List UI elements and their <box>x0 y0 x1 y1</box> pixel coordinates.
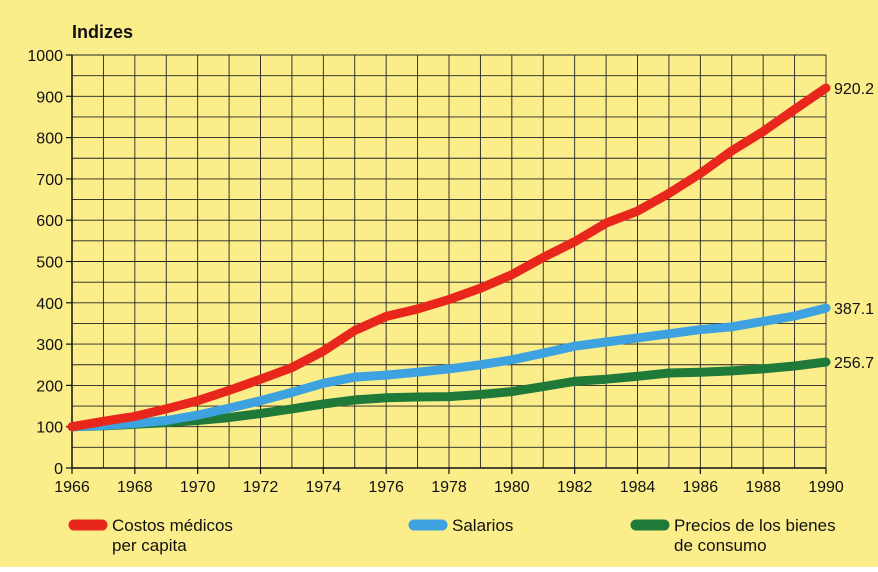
x-tick-label: 1980 <box>494 479 530 496</box>
end-label-0: 920.2 <box>834 81 874 98</box>
end-label-1: 387.1 <box>834 301 874 318</box>
x-tick-label: 1970 <box>180 479 216 496</box>
end-labels: 920.2 387.1 256.7 <box>834 81 874 372</box>
series-line-1 <box>67 303 831 432</box>
y-tick-label: 500 <box>36 255 63 272</box>
y-tick-label: 200 <box>36 378 63 395</box>
y-tick-label: 800 <box>36 131 63 148</box>
x-tick-label: 1968 <box>117 479 153 496</box>
y-axis-ticks: 0 100 200 300 400 500 600 700 800 900 1000 <box>27 48 72 478</box>
series-lines <box>67 83 831 432</box>
y-tick-label: 100 <box>36 420 63 437</box>
legend-label-1: Salarios <box>452 516 513 535</box>
end-label-2: 256.7 <box>834 355 874 372</box>
x-tick-label: 1988 <box>745 479 781 496</box>
legend-label-2: de consumo <box>674 536 767 555</box>
legend-label-0: per capita <box>112 536 187 555</box>
y-tick-label: 600 <box>36 213 63 230</box>
x-tick-label: 1986 <box>683 479 719 496</box>
x-tick-label: 1982 <box>557 479 593 496</box>
legend-label-0: Costos médicos <box>112 516 233 535</box>
series-line-2 <box>67 357 831 432</box>
x-tick-label: 1976 <box>368 479 404 496</box>
x-tick-label: 1978 <box>431 479 467 496</box>
series-line-0 <box>67 83 831 432</box>
x-tick-label: 1990 <box>808 479 844 496</box>
x-tick-label: 1974 <box>306 479 342 496</box>
y-tick-label: 0 <box>54 461 63 478</box>
y-tick-label: 700 <box>36 172 63 189</box>
y-tick-label: 300 <box>36 337 63 354</box>
x-tick-label: 1972 <box>243 479 279 496</box>
x-tick-label: 1984 <box>620 479 656 496</box>
x-axis-ticks: 1966 1968 1970 1972 1974 1976 1978 1980 1982 1984… <box>54 468 844 496</box>
y-tick-label: 900 <box>36 89 63 106</box>
y-tick-label: 400 <box>36 296 63 313</box>
chart-title: Indizes <box>72 22 133 42</box>
legend-label-2: Precios de los bienes <box>674 516 836 535</box>
y-tick-label: 1000 <box>27 48 63 65</box>
x-tick-label: 1966 <box>54 479 90 496</box>
